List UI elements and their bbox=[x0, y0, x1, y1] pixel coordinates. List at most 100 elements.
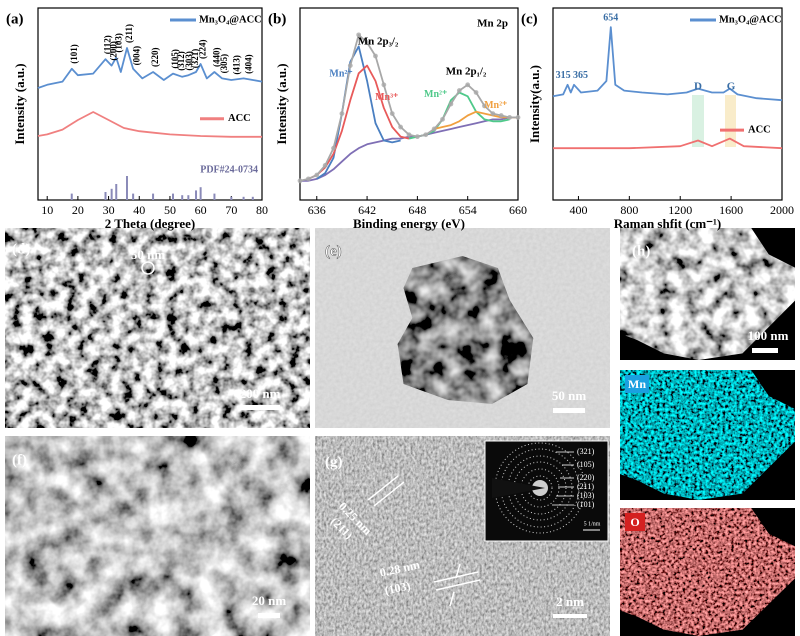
x-tick-label: 2000 bbox=[770, 203, 794, 217]
x-tick-label: 80 bbox=[256, 203, 268, 217]
x-tick-label: 648 bbox=[408, 203, 426, 217]
x-axis-label: Binding energy (eV) bbox=[353, 216, 465, 231]
x-tick-label: 10 bbox=[41, 203, 53, 217]
x-tick-label: 60 bbox=[195, 203, 207, 217]
fringe-line bbox=[373, 481, 405, 507]
reference-label: PDF#24-0734 bbox=[200, 164, 258, 175]
scale-bar bbox=[752, 348, 778, 353]
ring bbox=[507, 455, 573, 521]
peak-index: (303) bbox=[184, 51, 194, 71]
fringe-line bbox=[435, 579, 481, 591]
x-tick-label: 70 bbox=[225, 203, 237, 217]
band-label: D bbox=[694, 81, 702, 93]
peak-index: (103) bbox=[113, 33, 123, 53]
legend-label: Mn₃O₄@ACC bbox=[719, 14, 782, 25]
plot-frame bbox=[299, 7, 519, 201]
scale-label: 2 nm bbox=[556, 594, 584, 609]
panel-label: (g) bbox=[325, 454, 343, 470]
arrow bbox=[455, 563, 461, 579]
x-tick-label: 30 bbox=[103, 203, 115, 217]
ring-label: (105) bbox=[577, 460, 595, 469]
peak-index: (211) bbox=[124, 24, 134, 43]
marker-label: 50 nm bbox=[131, 247, 165, 262]
x-tick-label: 654 bbox=[459, 203, 477, 217]
x-tick-label: 50 bbox=[164, 203, 176, 217]
scale-label: 100 nm bbox=[748, 328, 789, 343]
x-tick-label: 636 bbox=[308, 203, 326, 217]
panel-label: (d) bbox=[12, 241, 30, 257]
component-label: Mn²⁺ bbox=[484, 100, 507, 111]
fringe-markers bbox=[367, 475, 481, 607]
ring-label: (101) bbox=[577, 500, 595, 509]
scale-bar bbox=[258, 613, 280, 618]
element-label: Mn bbox=[628, 377, 646, 391]
peak-index: (321) bbox=[190, 49, 200, 69]
sem-image bbox=[5, 228, 310, 428]
annotation: Mn 2p bbox=[477, 18, 508, 30]
marker-circle bbox=[141, 261, 155, 275]
peak-index: (413) bbox=[231, 55, 241, 75]
panel-label: (f) bbox=[12, 452, 27, 468]
scale-bar bbox=[553, 408, 585, 413]
ring bbox=[527, 475, 553, 501]
x-tick-label: 1600 bbox=[719, 203, 743, 217]
tem-image bbox=[5, 436, 310, 636]
annotation: Mn 2p₃/₂ bbox=[358, 36, 399, 48]
x-tick-label: 800 bbox=[620, 203, 638, 217]
peak-label: 365 bbox=[573, 70, 588, 81]
x-tick-label: 660 bbox=[509, 203, 527, 217]
data-point bbox=[297, 178, 303, 184]
peak-index: (200) bbox=[109, 41, 119, 61]
series-line bbox=[316, 45, 401, 180]
series-line bbox=[433, 110, 518, 130]
annotation: Mn 2p₁/₂ bbox=[446, 66, 487, 78]
x-tick-label: 1200 bbox=[668, 203, 692, 217]
peak-index: (220) bbox=[150, 48, 160, 68]
x-tick-label: 20 bbox=[72, 203, 84, 217]
ring bbox=[494, 442, 586, 534]
ring-label: (321) bbox=[577, 447, 595, 456]
peak-label: 315 bbox=[556, 70, 571, 81]
y-axis-label: Intensity(a.u.) bbox=[527, 65, 542, 143]
x-tick-label: 642 bbox=[358, 203, 376, 217]
d-band bbox=[692, 95, 704, 147]
peak-index: (440) bbox=[212, 48, 222, 68]
saed-inset: (321) (105) (220) (211) (103) (101) 5 1/… bbox=[484, 440, 609, 542]
scale-bar bbox=[553, 614, 587, 618]
ring-pointers bbox=[552, 451, 574, 506]
peak-index: (224) bbox=[198, 40, 208, 60]
peak-index: (101) bbox=[69, 44, 79, 64]
ring-label: (103) bbox=[577, 491, 595, 500]
panel-label: (a) bbox=[6, 11, 24, 27]
peak-index: (105) bbox=[170, 49, 180, 69]
y-axis-label: Intensity (a.u.) bbox=[274, 63, 289, 144]
legend-label: Mn₃O₄@ACC bbox=[199, 14, 262, 25]
peak-index: (112) bbox=[103, 35, 113, 54]
component-label: Mn²⁺ bbox=[424, 89, 447, 100]
series-line bbox=[308, 64, 410, 180]
peak-index: (305) bbox=[219, 54, 229, 74]
plot-frame bbox=[552, 7, 783, 201]
peak-index: (312) bbox=[176, 51, 186, 71]
ring bbox=[500, 448, 580, 528]
plot-frame bbox=[37, 7, 263, 201]
fringe-plane: (103) bbox=[383, 579, 411, 598]
series-line bbox=[299, 34, 518, 182]
scale-label: 20 nm bbox=[252, 593, 286, 608]
x-axis-label: 2 Theta (degree) bbox=[105, 216, 196, 231]
band-label: G bbox=[727, 81, 736, 93]
saed-scale-label: 5 1/nm bbox=[584, 521, 601, 527]
legend-label: ACC bbox=[748, 125, 771, 136]
x-tick-label: 40 bbox=[133, 203, 145, 217]
beam-stop bbox=[492, 478, 545, 498]
ring-labels: (321) (105) (220) (211) (103) (101) bbox=[577, 447, 595, 509]
panel-label: (h) bbox=[632, 243, 650, 259]
series-line bbox=[37, 47, 263, 89]
peak-label: 654 bbox=[603, 12, 618, 23]
arrow bbox=[449, 591, 455, 607]
g-band bbox=[725, 95, 736, 147]
x-tick-label: 400 bbox=[569, 203, 587, 217]
x-axis-label: Raman shfit (cm⁻¹) bbox=[614, 216, 722, 231]
